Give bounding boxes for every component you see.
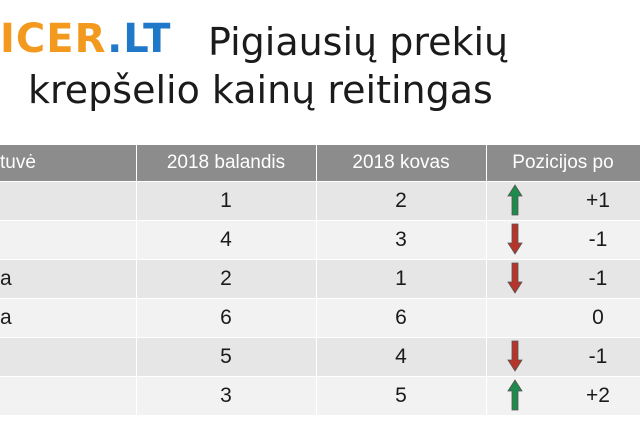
table-row: 1 2 +1 [0,181,640,221]
position-change-cell: -1 [486,259,640,299]
store-cell [0,337,137,377]
position-change-value: +2 [586,384,610,407]
logo-part2: .LT [107,16,172,62]
position-change-cell: 0 [486,298,640,338]
april-rank-cell: 2 [136,259,317,299]
header-april: 2018 balandis [136,145,317,182]
march-rank-cell: 4 [316,337,487,377]
april-rank-cell: 1 [136,181,317,221]
position-change-value: -1 [588,345,608,368]
table-row: 5 4 -1 [0,337,640,377]
pricer-logo: ICER.LT [0,10,198,68]
store-cell [0,376,137,415]
position-change-value: +1 [586,189,610,212]
march-rank-cell: 2 [316,181,487,221]
ranking-table: tuvė 2018 balandis 2018 kovas Pozicijos … [0,145,640,415]
header-march: 2018 kovas [316,145,487,182]
position-change-value: -1 [588,267,608,290]
page-title: Pigiausių prekių krepšelio kainų reiting… [20,18,640,114]
march-rank-cell: 6 [316,298,487,338]
april-rank-cell: 4 [136,220,317,260]
arrow-down-icon [506,340,523,372]
header-store: tuvė [0,145,137,182]
store-cell: a [0,298,137,338]
title-line-1: Pigiausių prekių [208,20,509,64]
logo-text: ICER.LT [0,19,171,59]
march-rank-cell: 1 [316,259,487,299]
march-rank-cell: 3 [316,220,487,260]
arrow-down-icon [506,262,523,294]
header-position: Pozicijos po [486,145,640,182]
april-rank-cell: 5 [136,337,317,377]
table-header-row: tuvė 2018 balandis 2018 kovas Pozicijos … [0,145,640,182]
position-change-value: -1 [588,228,608,251]
position-change-cell: +1 [486,181,640,221]
position-change-cell: -1 [486,337,640,377]
april-rank-cell: 6 [136,298,317,338]
store-cell: a [0,259,137,299]
store-cell [0,220,137,260]
position-change-cell: +2 [486,376,640,415]
arrow-down-icon [506,223,523,255]
table-row: 4 3 -1 [0,220,640,260]
title-line-2: krepšelio kainų reitingas [28,68,493,112]
table-row: 3 5 +2 [0,376,640,415]
arrow-up-icon [506,184,523,216]
position-change-cell: -1 [486,220,640,260]
store-cell [0,181,137,221]
position-change-value: 0 [592,306,604,329]
logo-part1: ICER [0,16,108,62]
march-rank-cell: 5 [316,376,487,415]
arrow-up-icon [506,379,523,411]
table-row: a 2 1 -1 [0,259,640,299]
april-rank-cell: 3 [136,376,317,415]
